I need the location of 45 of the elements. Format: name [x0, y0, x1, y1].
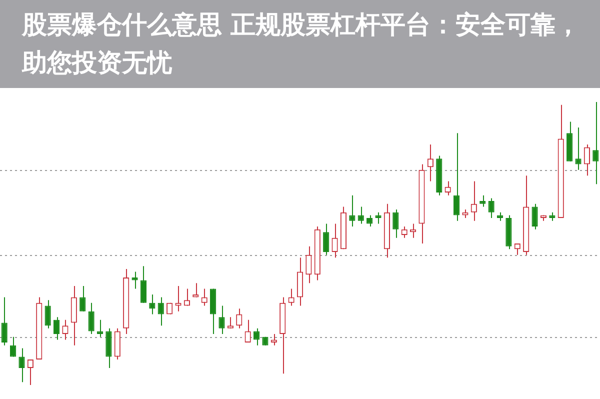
candlestick [270, 334, 277, 346]
candlestick [201, 288, 208, 306]
candlestick [106, 328, 112, 369]
candlestick [366, 214, 373, 228]
candlestick [18, 348, 25, 383]
candlestick [470, 180, 477, 222]
candlestick [114, 328, 120, 360]
candlestick [392, 209, 399, 238]
candlestick [453, 132, 460, 222]
candlestick [132, 271, 138, 290]
candlestick [44, 300, 51, 329]
candlestick [210, 288, 216, 335]
candlestick [158, 296, 164, 326]
candlestick [70, 285, 77, 346]
candlestick [488, 198, 494, 219]
candlestick [53, 316, 60, 340]
candlestick [358, 206, 364, 224]
candlestick [244, 319, 251, 344]
candlestick [149, 294, 156, 315]
candlestick [80, 285, 86, 312]
candlestick [532, 203, 538, 230]
candlestick [323, 223, 330, 256]
candlestick [306, 246, 312, 284]
candlestick [592, 102, 599, 185]
candlestick [192, 282, 199, 298]
candlestick [296, 257, 304, 306]
chart-title: 股票爆仓什么意思 正规股票杠杆平台：安全可靠，助您投资无忧 [22, 9, 582, 79]
candlestick [584, 144, 590, 176]
candlestick [88, 302, 94, 335]
candlestick [175, 285, 182, 312]
candlestick [1, 296, 8, 346]
candlestick [10, 336, 16, 358]
candlestick [332, 223, 338, 258]
candlestick [140, 266, 147, 304]
candlestick [236, 308, 242, 329]
candlestick [575, 126, 582, 170]
candlestick [427, 144, 434, 182]
candlestick [480, 194, 486, 208]
candlestick [218, 305, 225, 335]
candlestick [96, 319, 104, 338]
candlestick [288, 288, 294, 306]
candlestick [184, 288, 190, 306]
candlestick [444, 180, 451, 196]
candlestick [375, 212, 382, 224]
candlestick [349, 194, 356, 228]
